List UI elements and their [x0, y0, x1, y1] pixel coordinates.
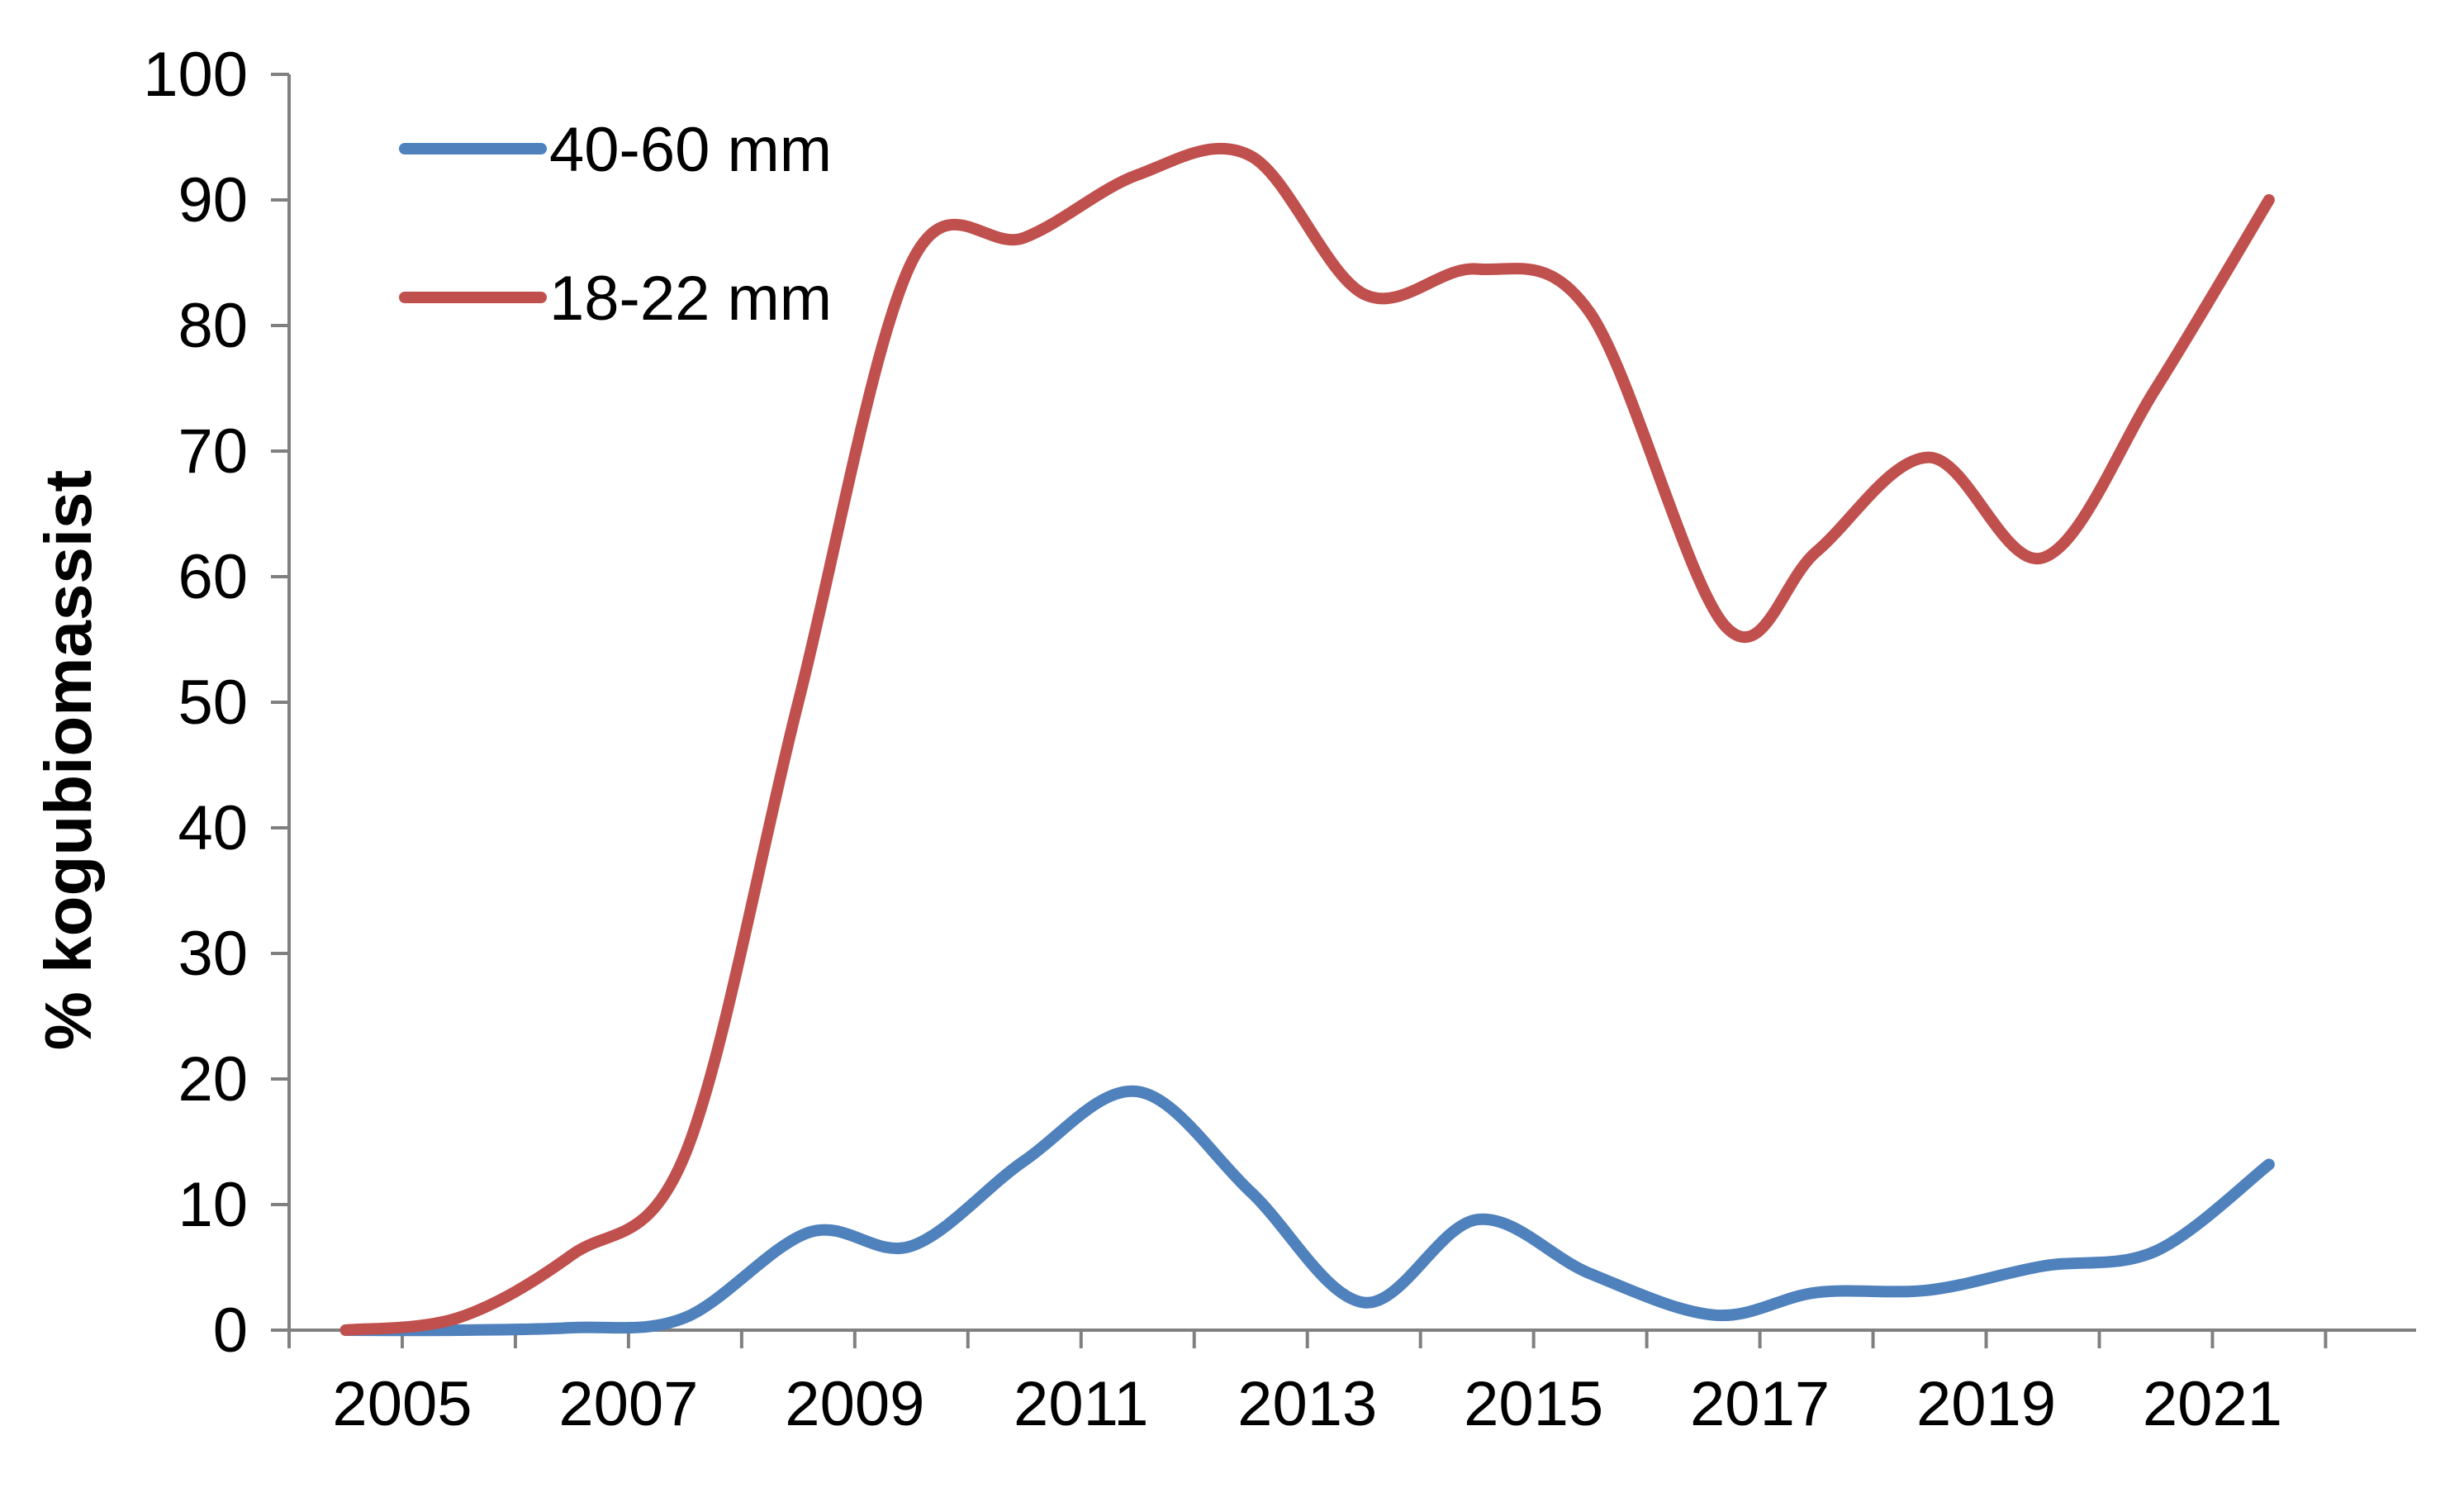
x-axis: 2005 2007 2009 2011 2013 2015 2017 2019 2021: [287, 1329, 2416, 1439]
y-tick-label: 20: [178, 1044, 248, 1115]
x-tick-label: 2009: [785, 1369, 924, 1439]
x-tick-label: 2007: [558, 1369, 698, 1439]
y-axis: 0 10 20 30 40 50 60 70 80 90 100: [143, 40, 291, 1366]
series-line-1: [339, 142, 2275, 1336]
x-tick-label: 2017: [1690, 1369, 1830, 1439]
y-tick-label: 50: [178, 668, 248, 738]
x-tick-label: 2013: [1237, 1369, 1377, 1439]
y-tick-label: 10: [178, 1170, 248, 1240]
series-layer: [339, 142, 2275, 1337]
y-tick-label: 90: [178, 165, 248, 235]
y-axis-title: % kogubiomassist: [31, 470, 105, 1050]
y-tick-label: 70: [178, 416, 248, 487]
series-line-0: [339, 1085, 2275, 1337]
y-tick-label: 100: [143, 40, 248, 110]
legend-label: 40-60 mm: [549, 115, 832, 185]
legend: 40-60 mm 18-22 mm: [399, 115, 832, 334]
legend-label: 18-22 mm: [549, 264, 832, 334]
y-tick-label: 40: [178, 793, 248, 863]
x-tick-label: 2019: [1916, 1369, 2056, 1439]
y-tick-label: 60: [178, 542, 248, 612]
x-tick-label: 2015: [1464, 1369, 1603, 1439]
y-tick-label: 80: [178, 291, 248, 361]
x-tick-label: 2011: [1014, 1369, 1148, 1439]
y-tick-label: 0: [213, 1295, 248, 1366]
x-tick-label: 2021: [2143, 1369, 2282, 1439]
y-tick-label: 30: [178, 919, 248, 989]
x-tick-label: 2005: [332, 1369, 472, 1439]
